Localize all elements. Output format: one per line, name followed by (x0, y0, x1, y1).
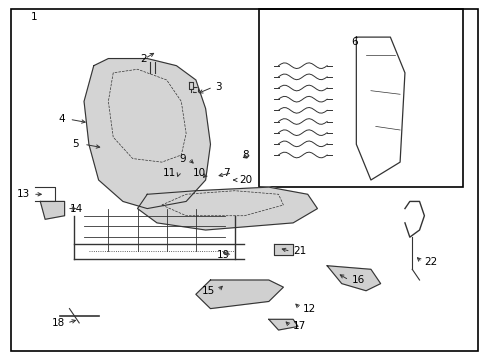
Text: 13: 13 (17, 189, 30, 199)
Text: 19: 19 (216, 250, 229, 260)
Text: 2: 2 (141, 54, 147, 64)
Text: 18: 18 (51, 318, 64, 328)
Polygon shape (137, 187, 317, 230)
Polygon shape (196, 280, 283, 309)
Text: 9: 9 (179, 154, 186, 163)
Text: 6: 6 (351, 37, 357, 47)
Text: 5: 5 (72, 139, 79, 149)
Text: 1: 1 (30, 12, 37, 22)
Polygon shape (268, 319, 297, 330)
Polygon shape (273, 244, 292, 255)
Text: 10: 10 (192, 168, 205, 178)
Text: 3: 3 (215, 82, 222, 92)
Polygon shape (326, 266, 380, 291)
Text: 17: 17 (292, 321, 306, 332)
Text: 12: 12 (302, 303, 315, 314)
Polygon shape (84, 59, 210, 208)
Text: 7: 7 (223, 168, 229, 178)
Text: 14: 14 (69, 203, 82, 213)
Text: 22: 22 (424, 257, 437, 267)
Text: 16: 16 (351, 275, 364, 285)
Text: 8: 8 (242, 150, 249, 160)
Text: 15: 15 (202, 286, 215, 296)
Polygon shape (40, 202, 64, 219)
Bar (259, 9, 462, 187)
Text: 4: 4 (58, 114, 64, 124)
Text: 21: 21 (292, 247, 306, 256)
Text: 11: 11 (163, 168, 176, 178)
Text: 20: 20 (239, 175, 252, 185)
